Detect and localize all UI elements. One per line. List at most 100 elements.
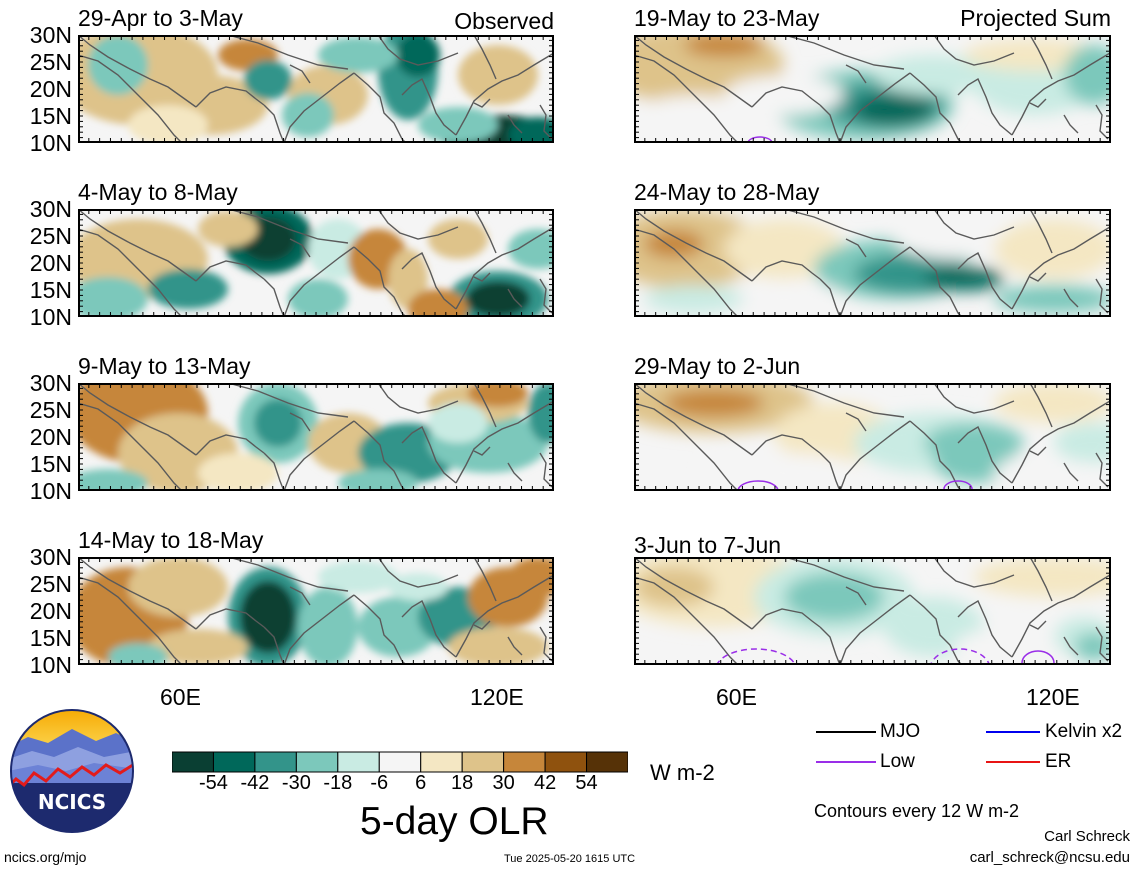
colorbar-tick-label: 18 — [451, 772, 474, 794]
coastline — [473, 272, 491, 282]
coastline — [401, 599, 457, 658]
olr-anomaly-region — [254, 399, 302, 447]
coastline — [845, 238, 867, 258]
coastline — [78, 576, 183, 665]
coastline — [1029, 35, 1053, 80]
colorbar-swatch — [586, 751, 628, 773]
panel-title: 19-May to 23-May — [634, 5, 820, 31]
lat-label-10n: 10N — [29, 130, 72, 156]
coastline — [539, 278, 553, 314]
olr-anomaly-region — [458, 45, 538, 105]
olr-anomaly-region — [148, 269, 228, 309]
coastline — [1029, 383, 1053, 428]
coastline — [909, 72, 963, 143]
contour-low — [716, 648, 796, 665]
coastline — [839, 246, 911, 317]
lat-label-20n: 20N — [29, 598, 72, 624]
olr-anomaly-region — [974, 557, 1111, 597]
lat-label-10n: 10N — [29, 652, 72, 678]
panel-title: 24-May to 28-May — [634, 179, 820, 205]
olr-anomaly-region — [298, 587, 358, 665]
colorbar-tick-label: -54 — [199, 772, 228, 794]
olr-anomaly-region — [240, 581, 296, 653]
olr-anomaly-region — [634, 95, 754, 135]
coastline — [845, 64, 867, 84]
colorbar-swatch — [337, 751, 380, 773]
olr-anomaly-region — [468, 383, 528, 407]
lon-label-60e: 60E — [160, 684, 201, 710]
coastline — [473, 446, 491, 456]
coastline — [634, 209, 753, 282]
footer-timestamp: Tue 2025-05-20 1615 UTC — [504, 853, 636, 865]
coastline — [473, 35, 497, 80]
contour-note: Contours every 12 W m-2 — [814, 801, 1020, 821]
coastline — [933, 383, 1015, 414]
projected-label: Projected Sum — [960, 5, 1111, 31]
olr-map — [634, 383, 1111, 491]
lon-label-60e: 60E — [716, 684, 757, 710]
lat-label-30n: 30N — [29, 370, 72, 396]
lat-label-25n: 25N — [29, 49, 72, 75]
legend-label-kelvin: Kelvin x2 — [1045, 721, 1123, 742]
colorbar-swatch — [295, 751, 339, 773]
coastline — [377, 383, 459, 414]
olr-anomaly-region — [994, 285, 1111, 313]
low-line — [816, 761, 876, 763]
coastline — [1029, 557, 1053, 602]
olr-anomaly-region — [704, 453, 864, 491]
olr-anomaly-region — [724, 219, 844, 279]
observed-label: Observed — [454, 8, 554, 34]
coastline — [455, 574, 554, 658]
olr-anomaly-region — [318, 37, 398, 73]
coastline — [283, 594, 355, 665]
coastline — [473, 620, 491, 630]
olr-anomaly-region — [924, 267, 1004, 291]
olr-map — [78, 383, 554, 491]
footer-url[interactable]: ncics.org/mjo — [4, 849, 87, 865]
olr-anomaly-region — [128, 105, 208, 143]
lat-label-20n: 20N — [29, 250, 72, 276]
legend-swatch-kelvin — [986, 722, 1040, 742]
olr-anomaly-region — [528, 383, 554, 443]
coastline — [455, 400, 554, 484]
coastline — [283, 420, 355, 491]
coastline — [473, 383, 497, 428]
coastline — [353, 72, 407, 143]
lon-label-120e: 120E — [1026, 684, 1080, 710]
footer-email[interactable]: carl_schreck@ncsu.edu — [969, 849, 1130, 866]
coastline — [78, 557, 197, 630]
coastline — [507, 114, 523, 134]
colorbar-swatch — [503, 751, 546, 773]
olr-map — [78, 35, 554, 143]
coastline — [263, 626, 285, 665]
panel-title: 29-Apr to 3-May — [78, 5, 243, 31]
coastline — [839, 420, 911, 491]
coastline — [507, 288, 523, 308]
coastline — [1011, 574, 1111, 658]
colorbar-tick-label: 54 — [575, 772, 598, 794]
coastline — [263, 104, 285, 143]
colorbar-tick-label: 30 — [492, 772, 515, 794]
coastline — [401, 77, 457, 136]
colorbar-tick-label: -42 — [240, 772, 270, 794]
colorbar-swatch — [461, 751, 505, 773]
coastline — [539, 452, 553, 488]
colorbar-tick-label: 42 — [533, 772, 557, 794]
lat-label-10n: 10N — [29, 304, 72, 330]
colorbar-swatch — [420, 751, 463, 773]
ncics-logo: NCICS — [10, 709, 134, 833]
coastline — [634, 402, 739, 491]
olr-anomaly-region — [974, 55, 1094, 115]
coastline — [283, 246, 355, 317]
olr-anomaly-region — [784, 573, 884, 621]
coastline — [1095, 626, 1109, 662]
coastline — [1029, 209, 1053, 254]
coastline — [819, 104, 841, 143]
coastline — [909, 420, 963, 491]
colorbar-tick-label: -6 — [370, 772, 389, 794]
panel-title: 9-May to 13-May — [78, 353, 251, 379]
coastline — [751, 260, 821, 282]
coastline — [751, 434, 821, 456]
coastline — [195, 434, 265, 456]
coastline — [473, 557, 497, 602]
